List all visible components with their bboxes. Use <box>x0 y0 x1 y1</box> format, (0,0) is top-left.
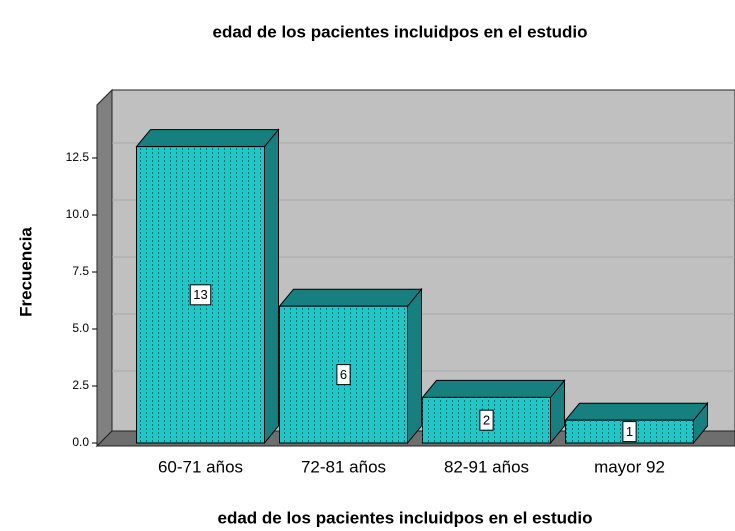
data-label-box <box>189 284 212 306</box>
bar-top <box>564 402 709 421</box>
data-label-box <box>336 364 351 386</box>
bar-top <box>278 288 423 307</box>
y-tick-label: 7.5 <box>72 264 89 278</box>
y-tick-label: 2.5 <box>72 378 89 392</box>
x-axis-title: edad de los pacientes incluidpos en el e… <box>217 508 592 527</box>
data-label: 6 <box>340 367 347 382</box>
bar-side <box>264 128 279 445</box>
bar-group: 13 <box>135 128 280 445</box>
bar-group: 1 <box>564 401 709 445</box>
data-label: 1 <box>626 424 633 439</box>
y-tick-label: 5.0 <box>72 321 89 335</box>
bar-top <box>135 129 280 148</box>
y-tick-label: 10.0 <box>66 207 90 221</box>
x-tick-label: 82-91 años <box>444 457 529 476</box>
y-tick-label: 0.0 <box>72 435 89 449</box>
data-label: 13 <box>193 287 207 302</box>
bar-group: 6 <box>278 287 423 445</box>
bar-top <box>421 379 566 398</box>
y-tick-label: 12.5 <box>66 150 90 164</box>
x-tick-label: 60-71 años <box>158 457 243 476</box>
bar-side <box>407 287 422 445</box>
data-label-box <box>479 409 494 431</box>
x-tick-label: mayor 92 <box>594 457 665 476</box>
y-axis-title: Frecuencia <box>16 227 35 317</box>
side-wall <box>96 88 113 448</box>
data-label-box <box>622 421 637 443</box>
chart-title: edad de los pacientes incluidpos en el e… <box>212 22 587 41</box>
data-label: 2 <box>483 413 490 428</box>
x-tick-label: 72-81 años <box>301 457 386 476</box>
bar-group: 2 <box>421 379 566 445</box>
